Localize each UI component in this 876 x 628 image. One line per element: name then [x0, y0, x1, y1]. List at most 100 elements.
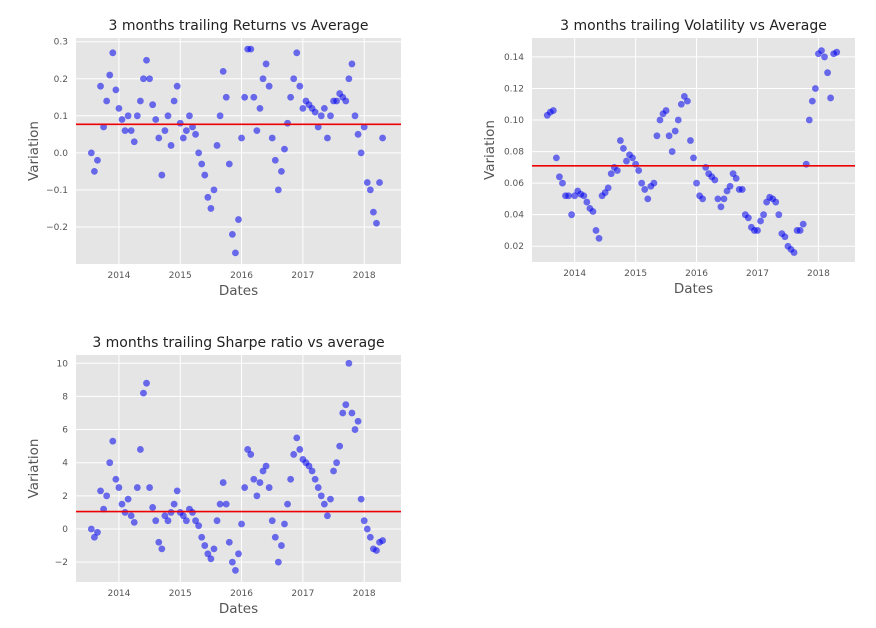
x-tick-label: 2016	[685, 269, 708, 279]
data-point	[620, 145, 627, 152]
data-point	[351, 426, 359, 433]
data-point	[201, 171, 209, 179]
data-point	[348, 60, 356, 68]
data-point	[121, 127, 129, 135]
data-point	[219, 479, 227, 486]
data-point	[290, 75, 298, 83]
data-point	[250, 475, 258, 483]
data-point	[345, 75, 353, 83]
data-point	[327, 495, 334, 503]
data-point	[360, 517, 368, 525]
data-point	[140, 389, 147, 397]
data-point	[320, 500, 328, 508]
data-point	[805, 116, 813, 124]
data-point	[238, 134, 245, 142]
data-point	[143, 379, 150, 387]
x-tick-label: 2015	[169, 589, 192, 599]
data-point	[632, 160, 640, 168]
data-point	[278, 542, 285, 549]
data-point	[112, 475, 120, 483]
data-point	[702, 163, 710, 171]
data-point	[222, 500, 230, 508]
data-point	[189, 509, 196, 516]
data-point	[247, 45, 255, 53]
data-point	[674, 116, 682, 124]
data-point	[112, 86, 120, 94]
data-point	[290, 451, 298, 458]
data-point	[641, 186, 649, 193]
data-point	[592, 227, 600, 234]
data-point	[256, 104, 264, 112]
data-point	[179, 512, 187, 520]
data-point	[726, 182, 734, 190]
data-point	[140, 75, 147, 83]
data-point	[155, 134, 163, 142]
y-tick-label: 0.04	[504, 211, 524, 221]
data-point	[235, 550, 242, 558]
data-point	[182, 127, 190, 135]
data-point	[198, 533, 206, 541]
data-point	[173, 82, 181, 90]
data-point	[186, 112, 193, 120]
data-point	[146, 75, 153, 83]
data-point	[256, 479, 264, 486]
x-tick-label: 2017	[746, 269, 769, 279]
x-axis-label: Dates	[219, 601, 258, 617]
data-point	[262, 462, 270, 470]
data-point	[97, 82, 104, 90]
data-point	[305, 462, 313, 470]
data-point	[216, 500, 224, 508]
data-point	[824, 69, 831, 77]
data-point	[124, 495, 132, 503]
data-point	[136, 446, 144, 453]
data-point	[103, 492, 111, 500]
data-point	[339, 409, 347, 417]
data-point	[213, 142, 221, 149]
data-point	[170, 500, 178, 508]
data-point	[623, 157, 630, 165]
data-point	[687, 137, 694, 144]
data-point	[130, 518, 138, 526]
data-point	[287, 475, 295, 483]
data-point	[192, 130, 199, 138]
x-tick-label: 2015	[169, 271, 192, 281]
data-point	[94, 156, 101, 164]
data-point	[644, 195, 652, 203]
data-point	[613, 167, 621, 174]
data-point	[549, 107, 557, 114]
data-point	[207, 205, 215, 212]
data-point	[274, 186, 282, 194]
data-point	[324, 512, 331, 520]
data-point	[668, 148, 676, 155]
data-point	[568, 211, 576, 219]
data-point	[589, 208, 597, 215]
data-point	[103, 97, 111, 105]
data-point	[314, 484, 322, 491]
data-point	[90, 167, 98, 175]
data-point	[268, 134, 276, 142]
data-point	[379, 537, 387, 544]
y-tick-label: 0.1	[54, 112, 68, 122]
data-point	[167, 142, 175, 149]
y-tick-label: 0.06	[504, 179, 524, 189]
data-point	[127, 127, 135, 135]
y-tick-label: 0.3	[54, 38, 68, 48]
data-point	[314, 123, 322, 131]
plot-area	[532, 38, 855, 262]
plot-area	[76, 355, 401, 582]
data-point	[308, 467, 316, 475]
data-point	[684, 97, 691, 105]
data-point	[149, 504, 157, 511]
data-point	[802, 160, 810, 168]
data-point	[195, 522, 203, 530]
data-point	[204, 193, 212, 201]
data-point	[580, 192, 588, 200]
data-point	[173, 487, 181, 495]
data-point	[241, 484, 249, 491]
volatility-chart: 2014 2015 2016 2017 2018 0.02 0.04 0.06 0.08 0.10…	[482, 18, 855, 297]
x-tick-label: 2014	[107, 271, 130, 281]
x-tick-label: 2018	[807, 269, 830, 279]
data-point	[158, 171, 166, 179]
returns-chart: 2014 2015 2016 2017 2018 −0.2 −0.1 0.0 0.1 0.2 0.3…	[26, 18, 401, 299]
data-point	[720, 195, 728, 203]
